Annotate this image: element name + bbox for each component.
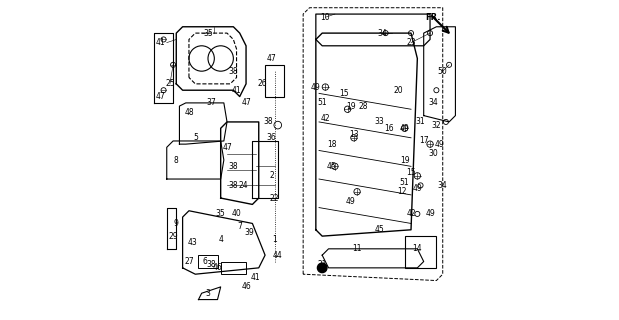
Circle shape	[318, 263, 327, 273]
Text: 50: 50	[438, 67, 448, 76]
Text: 5: 5	[193, 133, 197, 142]
Text: 22: 22	[270, 194, 279, 203]
Text: 34: 34	[428, 99, 438, 108]
Text: 15: 15	[406, 168, 416, 177]
Text: 43: 43	[188, 238, 197, 247]
Bar	[265, 65, 284, 97]
Text: 41: 41	[251, 273, 261, 282]
Text: 49: 49	[311, 83, 321, 92]
Text: 20: 20	[394, 86, 403, 95]
Text: 32: 32	[431, 121, 441, 130]
Text: 3: 3	[206, 289, 210, 298]
Text: 46: 46	[213, 263, 222, 272]
Text: 41: 41	[155, 38, 165, 47]
Text: 19: 19	[400, 156, 410, 164]
Text: 40: 40	[232, 209, 241, 219]
Text: 4: 4	[219, 235, 223, 244]
Text: 31: 31	[416, 117, 425, 126]
Text: 6: 6	[202, 257, 207, 266]
Text: 42: 42	[321, 114, 330, 123]
Text: 35: 35	[216, 209, 225, 219]
Text: 30: 30	[428, 149, 438, 158]
Text: 51: 51	[400, 178, 410, 187]
Text: 13: 13	[349, 130, 359, 139]
Text: 34: 34	[438, 181, 448, 190]
Text: 15: 15	[340, 89, 349, 98]
Text: 44: 44	[273, 251, 283, 260]
Text: 23: 23	[406, 38, 416, 47]
Text: 38: 38	[228, 162, 238, 171]
Text: 48: 48	[184, 108, 194, 117]
Text: 41: 41	[232, 86, 241, 95]
Text: 9: 9	[174, 219, 179, 228]
Text: 19: 19	[346, 101, 355, 111]
Text: FR.: FR.	[425, 13, 441, 22]
Text: 45: 45	[327, 162, 337, 171]
Text: 51: 51	[318, 99, 327, 108]
Text: 42: 42	[406, 209, 416, 219]
Text: 1: 1	[272, 235, 277, 244]
Text: 14: 14	[412, 244, 422, 253]
Text: 12: 12	[397, 187, 406, 196]
Text: 49: 49	[435, 140, 444, 148]
Text: 29: 29	[168, 232, 178, 241]
Text: 17: 17	[419, 136, 428, 146]
Text: 45: 45	[374, 225, 384, 234]
Text: 34: 34	[378, 28, 387, 38]
Text: 28: 28	[358, 101, 368, 111]
Text: 11: 11	[352, 244, 362, 253]
Bar	[405, 236, 436, 268]
Bar	[221, 261, 246, 274]
Text: 21: 21	[318, 260, 327, 269]
Text: 7: 7	[237, 222, 242, 231]
Text: 33: 33	[374, 117, 384, 126]
Text: 49: 49	[412, 184, 422, 193]
Text: 47: 47	[155, 92, 165, 101]
Text: 47: 47	[267, 54, 276, 63]
Text: 38: 38	[264, 117, 273, 126]
Text: 2: 2	[269, 172, 274, 180]
Text: 16: 16	[384, 124, 394, 133]
Text: 49: 49	[425, 209, 435, 219]
Text: 36: 36	[267, 133, 276, 142]
Bar	[199, 255, 217, 268]
Text: 39: 39	[245, 228, 254, 237]
Text: 18: 18	[327, 140, 337, 148]
Text: 37: 37	[206, 99, 216, 108]
Text: 8: 8	[174, 156, 179, 164]
Text: 49: 49	[400, 124, 410, 133]
Text: 25: 25	[165, 79, 175, 88]
Text: 49: 49	[346, 197, 355, 206]
Text: 38: 38	[228, 67, 238, 76]
Text: 38: 38	[206, 260, 216, 269]
Text: 47: 47	[222, 143, 232, 152]
Text: 38: 38	[228, 181, 238, 190]
Text: 47: 47	[241, 99, 251, 108]
Text: 35: 35	[203, 28, 213, 38]
Text: 10: 10	[321, 13, 330, 22]
Text: 24: 24	[238, 181, 248, 190]
Text: 26: 26	[257, 79, 267, 88]
Text: 27: 27	[184, 257, 194, 266]
Text: 46: 46	[241, 282, 251, 292]
